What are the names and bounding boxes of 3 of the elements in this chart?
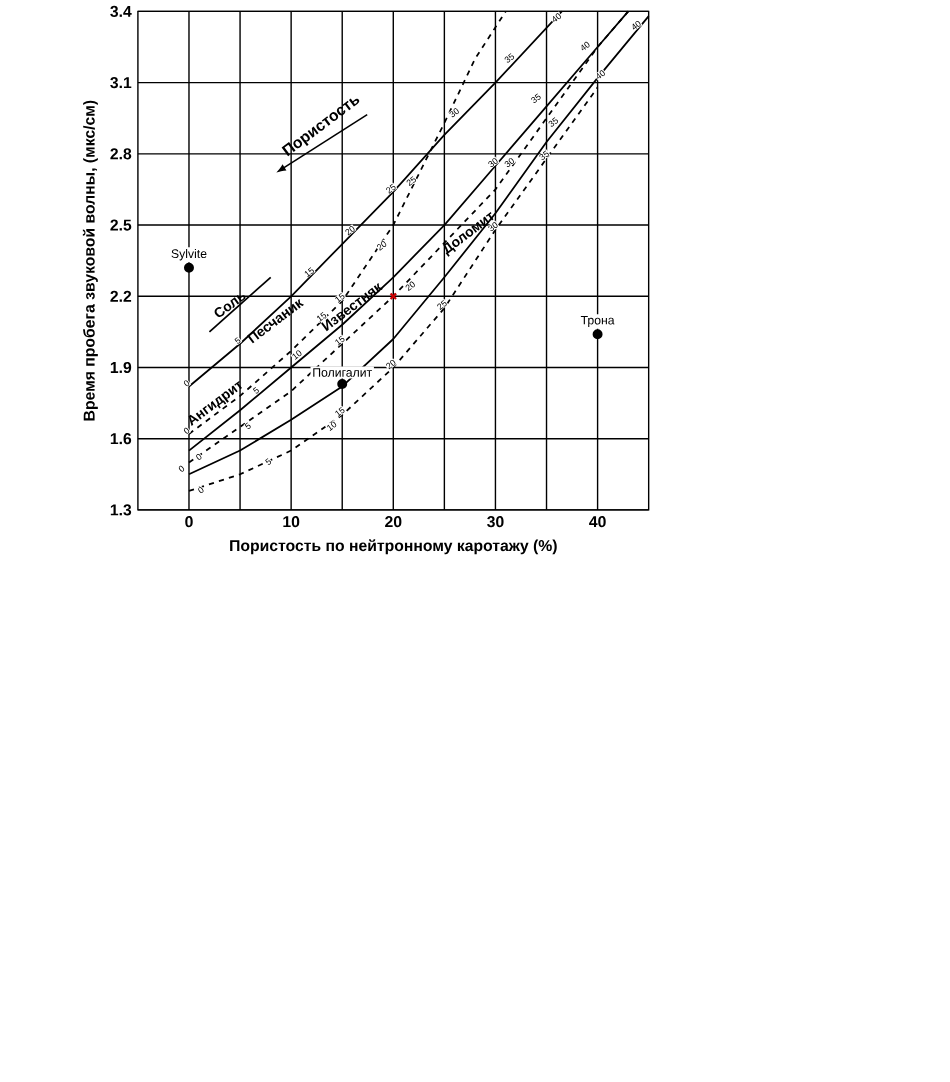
point <box>337 379 348 390</box>
point <box>184 262 195 273</box>
point <box>592 329 603 340</box>
